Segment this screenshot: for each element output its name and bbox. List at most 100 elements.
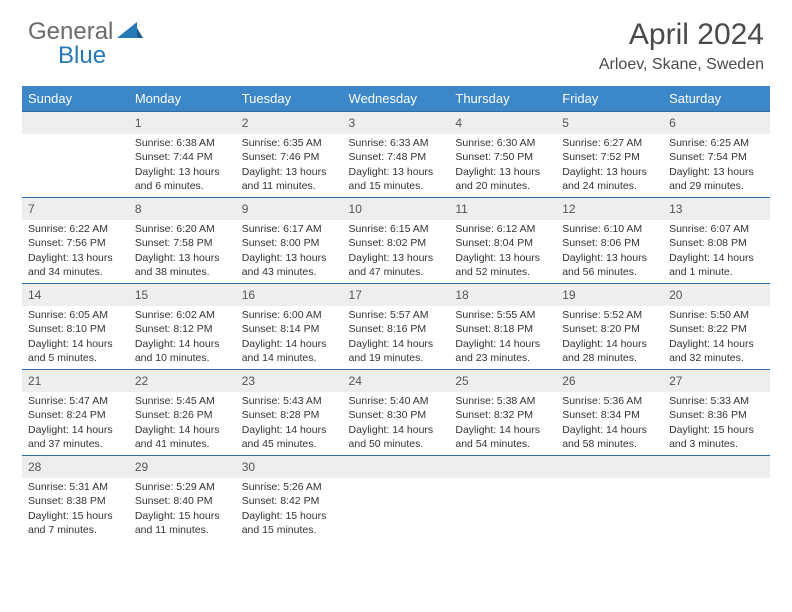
daylight-line: Daylight: 14 hours and 50 minutes. [349, 423, 444, 451]
day-number: 18 [449, 284, 556, 306]
sunrise-line: Sunrise: 5:40 AM [349, 394, 444, 408]
logo-text-blue: Blue [58, 42, 106, 70]
calendar-cell: 12Sunrise: 6:10 AMSunset: 8:06 PMDayligh… [556, 198, 663, 284]
sunrise-line: Sunrise: 6:02 AM [135, 308, 230, 322]
day-number: 12 [556, 198, 663, 220]
daylight-line: Daylight: 15 hours and 11 minutes. [135, 509, 230, 537]
day-number: 5 [556, 112, 663, 134]
day-number: 24 [343, 370, 450, 392]
calendar-week-row: 1Sunrise: 6:38 AMSunset: 7:44 PMDaylight… [22, 112, 770, 198]
day-number: 14 [22, 284, 129, 306]
calendar-cell: 26Sunrise: 5:36 AMSunset: 8:34 PMDayligh… [556, 370, 663, 456]
daylight-line: Daylight: 14 hours and 19 minutes. [349, 337, 444, 365]
daylight-line: Daylight: 13 hours and 34 minutes. [28, 251, 123, 279]
day-number: 20 [663, 284, 770, 306]
day-number: 17 [343, 284, 450, 306]
day-number: 23 [236, 370, 343, 392]
calendar-week-row: 14Sunrise: 6:05 AMSunset: 8:10 PMDayligh… [22, 284, 770, 370]
sunset-line: Sunset: 7:54 PM [669, 150, 764, 164]
calendar-week-row: 7Sunrise: 6:22 AMSunset: 7:56 PMDaylight… [22, 198, 770, 284]
calendar-cell: 15Sunrise: 6:02 AMSunset: 8:12 PMDayligh… [129, 284, 236, 370]
month-title: April 2024 [599, 18, 764, 52]
day-details: Sunrise: 5:47 AMSunset: 8:24 PMDaylight:… [22, 392, 129, 455]
day-number: 15 [129, 284, 236, 306]
day-details: Sunrise: 5:50 AMSunset: 8:22 PMDaylight:… [663, 306, 770, 369]
calendar-cell: 3Sunrise: 6:33 AMSunset: 7:48 PMDaylight… [343, 112, 450, 198]
sunrise-line: Sunrise: 5:52 AM [562, 308, 657, 322]
calendar-cell: 6Sunrise: 6:25 AMSunset: 7:54 PMDaylight… [663, 112, 770, 198]
daylight-line: Daylight: 13 hours and 52 minutes. [455, 251, 550, 279]
sunset-line: Sunset: 8:22 PM [669, 322, 764, 336]
day-details: Sunrise: 6:35 AMSunset: 7:46 PMDaylight:… [236, 134, 343, 197]
calendar-cell: 11Sunrise: 6:12 AMSunset: 8:04 PMDayligh… [449, 198, 556, 284]
calendar-cell [663, 456, 770, 542]
day-number: 7 [22, 198, 129, 220]
daylight-line: Daylight: 15 hours and 7 minutes. [28, 509, 123, 537]
day-number-empty [22, 112, 129, 134]
day-details: Sunrise: 6:17 AMSunset: 8:00 PMDaylight:… [236, 220, 343, 283]
sunset-line: Sunset: 8:18 PM [455, 322, 550, 336]
calendar-cell: 13Sunrise: 6:07 AMSunset: 8:08 PMDayligh… [663, 198, 770, 284]
weekday-header: Sunday [22, 86, 129, 112]
daylight-line: Daylight: 14 hours and 32 minutes. [669, 337, 764, 365]
sunset-line: Sunset: 7:50 PM [455, 150, 550, 164]
calendar-cell [449, 456, 556, 542]
daylight-line: Daylight: 13 hours and 20 minutes. [455, 165, 550, 193]
calendar-cell: 24Sunrise: 5:40 AMSunset: 8:30 PMDayligh… [343, 370, 450, 456]
day-number: 10 [343, 198, 450, 220]
day-details: Sunrise: 6:20 AMSunset: 7:58 PMDaylight:… [129, 220, 236, 283]
day-number-empty [343, 456, 450, 478]
daylight-line: Daylight: 13 hours and 6 minutes. [135, 165, 230, 193]
sunrise-line: Sunrise: 6:07 AM [669, 222, 764, 236]
daylight-line: Daylight: 14 hours and 14 minutes. [242, 337, 337, 365]
sunset-line: Sunset: 8:20 PM [562, 322, 657, 336]
calendar-cell: 27Sunrise: 5:33 AMSunset: 8:36 PMDayligh… [663, 370, 770, 456]
weekday-header: Wednesday [343, 86, 450, 112]
sunrise-line: Sunrise: 5:55 AM [455, 308, 550, 322]
day-number: 29 [129, 456, 236, 478]
daylight-line: Daylight: 14 hours and 23 minutes. [455, 337, 550, 365]
calendar-header-row: SundayMondayTuesdayWednesdayThursdayFrid… [22, 86, 770, 112]
calendar-cell: 30Sunrise: 5:26 AMSunset: 8:42 PMDayligh… [236, 456, 343, 542]
day-details: Sunrise: 5:31 AMSunset: 8:38 PMDaylight:… [22, 478, 129, 541]
daylight-line: Daylight: 13 hours and 43 minutes. [242, 251, 337, 279]
calendar-cell: 18 Sunrise: 5:55 AMSunset: 8:18 PMDayligh… [449, 284, 556, 370]
day-details: Sunrise: 5:33 AMSunset: 8:36 PMDaylight:… [663, 392, 770, 455]
weekday-header: Friday [556, 86, 663, 112]
sunrise-line: Sunrise: 5:33 AM [669, 394, 764, 408]
sunrise-line: Sunrise: 6:17 AM [242, 222, 337, 236]
day-details: Sunrise: 5:57 AMSunset: 8:16 PMDaylight:… [343, 306, 450, 369]
sunrise-line: Sunrise: 5:31 AM [28, 480, 123, 494]
calendar-cell: 9Sunrise: 6:17 AMSunset: 8:00 PMDaylight… [236, 198, 343, 284]
calendar-cell: 10Sunrise: 6:15 AMSunset: 8:02 PMDayligh… [343, 198, 450, 284]
daylight-line: Daylight: 14 hours and 1 minute. [669, 251, 764, 279]
daylight-line: Daylight: 13 hours and 24 minutes. [562, 165, 657, 193]
day-number: 4 [449, 112, 556, 134]
daylight-line: Daylight: 14 hours and 41 minutes. [135, 423, 230, 451]
daylight-line: Daylight: 13 hours and 38 minutes. [135, 251, 230, 279]
sunrise-line: Sunrise: 5:26 AM [242, 480, 337, 494]
daylight-line: Daylight: 13 hours and 47 minutes. [349, 251, 444, 279]
daylight-line: Daylight: 14 hours and 54 minutes. [455, 423, 550, 451]
title-block: April 2024 Arloev, Skane, Sweden [599, 18, 764, 74]
sunset-line: Sunset: 7:46 PM [242, 150, 337, 164]
day-details: Sunrise: 6:12 AMSunset: 8:04 PMDaylight:… [449, 220, 556, 283]
sunset-line: Sunset: 8:36 PM [669, 408, 764, 422]
day-details: Sunrise: 6:27 AMSunset: 7:52 PMDaylight:… [556, 134, 663, 197]
daylight-line: Daylight: 15 hours and 3 minutes. [669, 423, 764, 451]
calendar-cell: 29Sunrise: 5:29 AMSunset: 8:40 PMDayligh… [129, 456, 236, 542]
sunrise-line: Sunrise: 6:33 AM [349, 136, 444, 150]
day-number: 22 [129, 370, 236, 392]
daylight-line: Daylight: 13 hours and 56 minutes. [562, 251, 657, 279]
sunrise-line: Sunrise: 5:43 AM [242, 394, 337, 408]
calendar-cell: 25Sunrise: 5:38 AMSunset: 8:32 PMDayligh… [449, 370, 556, 456]
sunset-line: Sunset: 7:56 PM [28, 236, 123, 250]
weekday-header: Tuesday [236, 86, 343, 112]
sunrise-line: Sunrise: 6:27 AM [562, 136, 657, 150]
day-number-empty [556, 456, 663, 478]
day-details: Sunrise: 5:36 AMSunset: 8:34 PMDaylight:… [556, 392, 663, 455]
sunset-line: Sunset: 8:26 PM [135, 408, 230, 422]
calendar-week-row: 28Sunrise: 5:31 AMSunset: 8:38 PMDayligh… [22, 456, 770, 542]
calendar-cell: 22Sunrise: 5:45 AMSunset: 8:26 PMDayligh… [129, 370, 236, 456]
calendar-cell [22, 112, 129, 198]
